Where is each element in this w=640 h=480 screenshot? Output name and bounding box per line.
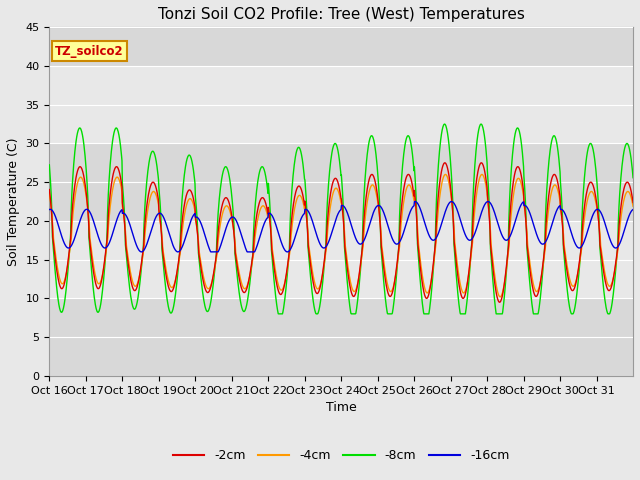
X-axis label: Time: Time	[326, 401, 356, 414]
Bar	[49, 66, 633, 144]
Bar	[49, 299, 633, 376]
Bar	[49, 221, 633, 299]
Legend: -2cm, -4cm, -8cm, -16cm: -2cm, -4cm, -8cm, -16cm	[168, 444, 515, 467]
Title: Tonzi Soil CO2 Profile: Tree (West) Temperatures: Tonzi Soil CO2 Profile: Tree (West) Temp…	[158, 7, 525, 22]
Bar	[49, 27, 633, 66]
Bar	[49, 144, 633, 221]
Y-axis label: Soil Temperature (C): Soil Temperature (C)	[7, 137, 20, 266]
Text: TZ_soilco2: TZ_soilco2	[55, 45, 124, 58]
